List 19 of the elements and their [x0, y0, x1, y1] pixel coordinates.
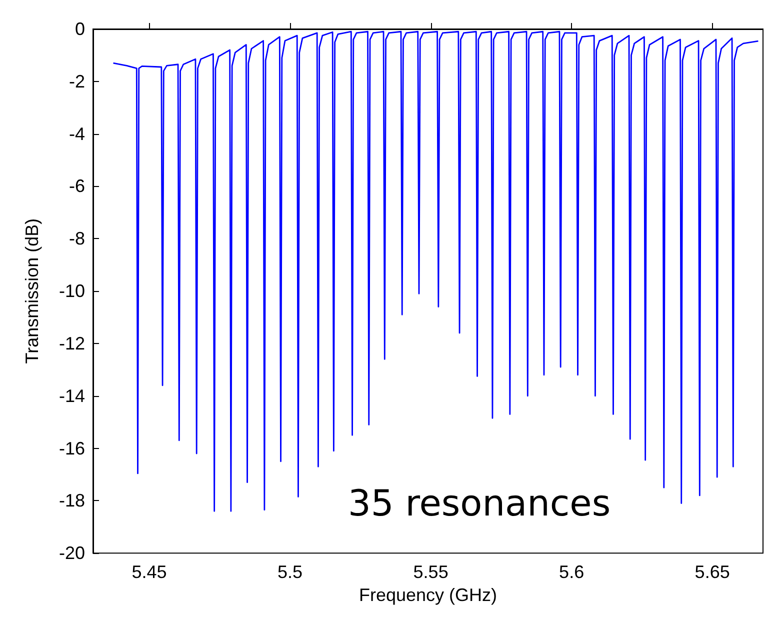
- y-tick-label: -14: [58, 386, 85, 406]
- x-tick-label: 5.65: [694, 562, 730, 582]
- y-tick-label: -2: [68, 71, 85, 92]
- x-tick-label: 5.5: [278, 562, 303, 582]
- x-tick-label: 5.55: [413, 562, 448, 582]
- y-tick-label: -6: [68, 176, 85, 196]
- x-tick-label: 5.6: [559, 562, 584, 582]
- y-tick-label: 0: [74, 19, 85, 39]
- y-tick-label: -8: [68, 228, 85, 249]
- y-tick-label: -20: [58, 543, 85, 564]
- x-tick-label: 5.45: [132, 562, 167, 582]
- x-axis-title: Frequency (GHz): [358, 585, 498, 605]
- y-axis-title: Transmission (dB): [22, 218, 42, 364]
- y-tick-label: -12: [58, 333, 85, 354]
- y-tick-label: -18: [58, 490, 85, 511]
- y-tick-label: -16: [58, 438, 85, 458]
- y-tick-label: -4: [68, 124, 85, 144]
- annotation: 35 resonances: [348, 484, 611, 524]
- y-tick-label: -10: [58, 281, 85, 302]
